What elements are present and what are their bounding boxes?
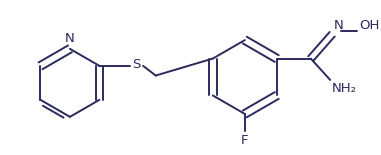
Text: OH: OH [359, 19, 380, 32]
Text: NH₂: NH₂ [332, 82, 357, 95]
Text: F: F [241, 134, 248, 147]
Text: N: N [65, 32, 75, 45]
Text: N: N [334, 19, 344, 32]
Text: S: S [132, 58, 141, 71]
